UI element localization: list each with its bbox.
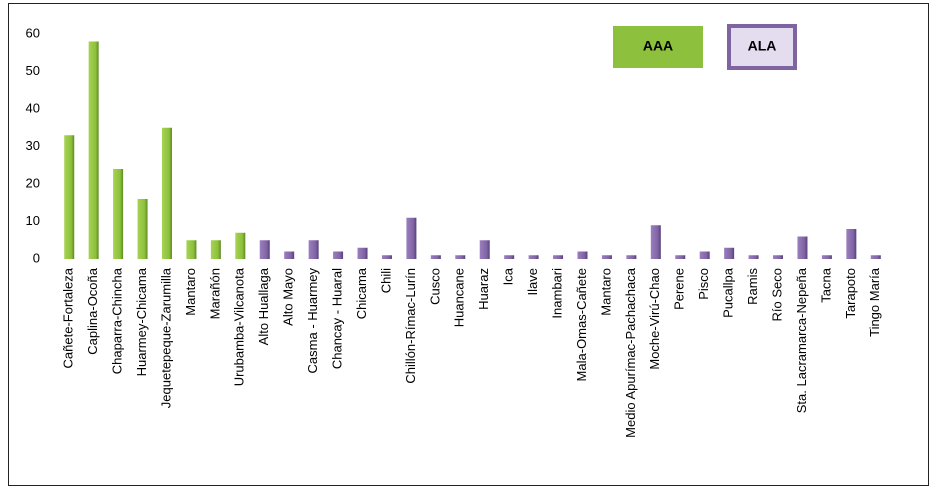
bar	[113, 169, 124, 259]
bar	[626, 255, 637, 259]
bar	[64, 135, 75, 259]
x-tick-label: Casma - Huarmey	[305, 268, 320, 374]
x-tick-label: Urubamba-Vilcanota	[232, 267, 247, 386]
x-tick-label: Pucallpa	[721, 267, 736, 318]
bar	[724, 247, 735, 259]
bar	[161, 127, 172, 259]
x-tick-label: Inambari	[549, 268, 564, 319]
bar	[455, 255, 466, 259]
x-tick-label: Marañón	[207, 268, 222, 319]
x-tick-label: Mantaro	[183, 268, 198, 316]
bar	[675, 255, 686, 259]
y-tick-label: 50	[26, 63, 40, 78]
y-tick-label: 20	[26, 175, 40, 190]
x-tick-label: Mantaro	[598, 268, 613, 316]
x-tick-label: Cusco	[427, 268, 442, 305]
x-tick-label: Ramis	[745, 268, 760, 305]
x-tick-label: Huaraz	[476, 268, 491, 310]
x-tick-label: Ilave	[525, 268, 540, 295]
x-tick-label: Pisco	[696, 268, 711, 300]
bar	[797, 236, 808, 259]
bar	[259, 240, 270, 259]
bar	[601, 255, 612, 259]
x-tick-label: Tarapoto	[843, 268, 858, 319]
bar	[870, 255, 881, 259]
y-tick-label: 0	[33, 250, 40, 265]
x-tick-label: Tacna	[818, 267, 833, 302]
x-tick-label: Ica	[501, 267, 516, 285]
x-tick-label: Sta. Lacramarca-Nepeña	[794, 267, 809, 413]
bar	[381, 255, 392, 259]
x-tick-label: Chili	[378, 268, 393, 293]
bar	[210, 240, 221, 259]
x-tick-label: Moche-Virú-Chao	[647, 268, 662, 370]
bar	[308, 240, 319, 259]
x-tick-label: Perene	[672, 268, 687, 310]
x-tick-label: Medio Apurímac-Pachachaca	[623, 267, 638, 438]
bar	[553, 255, 564, 259]
x-tick-label: Huancane	[452, 268, 467, 327]
bar	[748, 255, 759, 259]
bar	[846, 229, 857, 259]
bar	[430, 255, 441, 259]
bar	[528, 255, 539, 259]
x-tick-label: Chicama	[354, 267, 369, 319]
x-tick-label: Río Seco	[769, 268, 784, 321]
x-tick-label: Mala-Omas-Cañete	[574, 268, 589, 381]
bar	[577, 251, 588, 259]
bar	[650, 225, 661, 259]
x-tick-label: Chillón-Rímac-Lurín	[403, 268, 418, 384]
bar	[88, 41, 99, 259]
x-tick-label: Alto Mayo	[281, 268, 296, 326]
legend-swatch	[727, 24, 797, 70]
y-tick-label: 10	[26, 213, 40, 228]
x-tick-label: Huarmey-Chicama	[134, 267, 149, 376]
bar	[406, 217, 417, 259]
y-tick-label: 30	[26, 138, 40, 153]
bar	[821, 255, 832, 259]
x-tick-label: Tingo María	[867, 267, 882, 337]
bar	[186, 240, 197, 259]
x-tick-label: Chancay - Huaral	[330, 268, 345, 369]
x-tick-label: Caplina-Ocoña	[85, 267, 100, 354]
y-tick-label: 60	[26, 25, 40, 40]
legend-swatch	[613, 26, 703, 68]
x-tick-label: Jequetepeque-Zarumilla	[158, 267, 173, 408]
legend-label: AAA	[643, 38, 673, 54]
y-tick-label: 40	[26, 100, 40, 115]
bar	[773, 255, 784, 259]
bar	[235, 232, 246, 259]
bar	[284, 251, 295, 259]
bar	[699, 251, 710, 259]
bar	[479, 240, 490, 259]
legend-label: ALA	[748, 38, 777, 54]
x-tick-label: Alto Huallaga	[256, 267, 271, 345]
bar	[333, 251, 344, 259]
bar	[357, 247, 368, 259]
bar	[504, 255, 515, 259]
x-tick-label: Cañete-Fortaleza	[61, 267, 76, 368]
x-tick-label: Chaparra-Chincha	[110, 267, 125, 374]
bar	[137, 199, 148, 259]
frame	[8, 3, 929, 486]
